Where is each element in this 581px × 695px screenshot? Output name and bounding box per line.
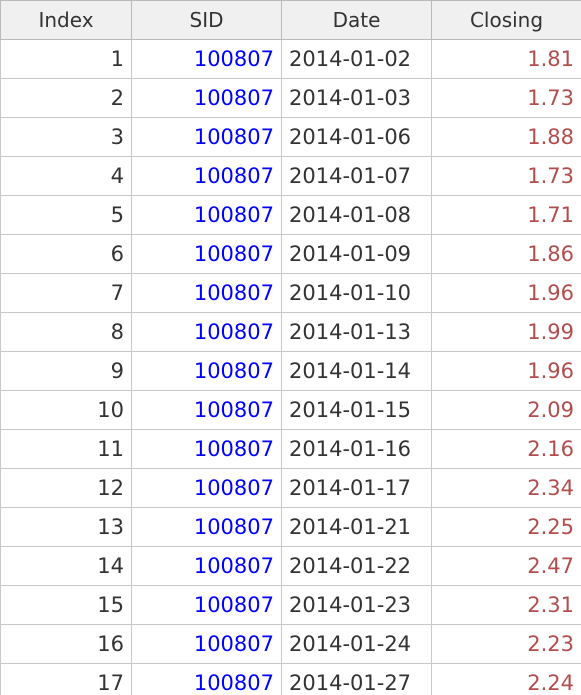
cell-index[interactable]: 13 [0, 507, 132, 547]
cell-index[interactable]: 2 [0, 78, 132, 118]
cell-index[interactable]: 8 [0, 312, 132, 352]
cell-sid[interactable]: 100807 [131, 312, 282, 352]
table-row[interactable]: 14 100807 2014-01-22 2.47 [0, 546, 581, 586]
cell-closing[interactable]: 1.99 [431, 312, 581, 352]
cell-index[interactable]: 1 [0, 39, 132, 79]
cell-sid[interactable]: 100807 [131, 663, 282, 695]
table-row[interactable]: 1 100807 2014-01-02 1.81 [0, 39, 581, 79]
cell-date[interactable]: 2014-01-13 [281, 312, 432, 352]
table-row[interactable]: 11 100807 2014-01-16 2.16 [0, 429, 581, 469]
cell-closing[interactable]: 1.71 [431, 195, 581, 235]
cell-closing[interactable]: 2.16 [431, 429, 581, 469]
cell-date[interactable]: 2014-01-23 [281, 585, 432, 625]
cell-sid[interactable]: 100807 [131, 234, 282, 274]
cell-sid[interactable]: 100807 [131, 351, 282, 391]
cell-closing[interactable]: 1.96 [431, 351, 581, 391]
cell-index[interactable]: 17 [0, 663, 132, 695]
table-row[interactable]: 15 100807 2014-01-23 2.31 [0, 585, 581, 625]
cell-sid[interactable]: 100807 [131, 78, 282, 118]
cell-sid[interactable]: 100807 [131, 468, 282, 508]
cell-index[interactable]: 7 [0, 273, 132, 313]
cell-sid[interactable]: 100807 [131, 546, 282, 586]
cell-sid[interactable]: 100807 [131, 39, 282, 79]
table-row[interactable]: 10 100807 2014-01-15 2.09 [0, 390, 581, 430]
table-row[interactable]: 13 100807 2014-01-21 2.25 [0, 507, 581, 547]
cell-index[interactable]: 10 [0, 390, 132, 430]
column-header-closing[interactable]: Closing [431, 0, 581, 40]
column-header-sid[interactable]: SID [131, 0, 282, 40]
cell-closing[interactable]: 2.25 [431, 507, 581, 547]
table-row[interactable]: 2 100807 2014-01-03 1.73 [0, 78, 581, 118]
cell-date[interactable]: 2014-01-21 [281, 507, 432, 547]
table-row[interactable]: 9 100807 2014-01-14 1.96 [0, 351, 581, 391]
cell-sid[interactable]: 100807 [131, 429, 282, 469]
cell-index[interactable]: 16 [0, 624, 132, 664]
header-row: Index SID Date Closing [0, 0, 581, 40]
cell-date[interactable]: 2014-01-24 [281, 624, 432, 664]
cell-index[interactable]: 11 [0, 429, 132, 469]
table-row[interactable]: 16 100807 2014-01-24 2.23 [0, 624, 581, 664]
cell-date[interactable]: 2014-01-16 [281, 429, 432, 469]
cell-date[interactable]: 2014-01-17 [281, 468, 432, 508]
cell-closing[interactable]: 1.73 [431, 156, 581, 196]
cell-date[interactable]: 2014-01-09 [281, 234, 432, 274]
cell-date[interactable]: 2014-01-03 [281, 78, 432, 118]
cell-date[interactable]: 2014-01-07 [281, 156, 432, 196]
cell-closing[interactable]: 2.31 [431, 585, 581, 625]
cell-date[interactable]: 2014-01-22 [281, 546, 432, 586]
cell-date[interactable]: 2014-01-08 [281, 195, 432, 235]
table-row[interactable]: 3 100807 2014-01-06 1.88 [0, 117, 581, 157]
cell-closing[interactable]: 1.96 [431, 273, 581, 313]
column-header-date[interactable]: Date [281, 0, 432, 40]
cell-sid[interactable]: 100807 [131, 390, 282, 430]
cell-index[interactable]: 5 [0, 195, 132, 235]
cell-closing[interactable]: 2.34 [431, 468, 581, 508]
cell-index[interactable]: 6 [0, 234, 132, 274]
cell-closing[interactable]: 1.88 [431, 117, 581, 157]
table-row[interactable]: 8 100807 2014-01-13 1.99 [0, 312, 581, 352]
cell-date[interactable]: 2014-01-14 [281, 351, 432, 391]
cell-closing[interactable]: 1.86 [431, 234, 581, 274]
table-row[interactable]: 5 100807 2014-01-08 1.71 [0, 195, 581, 235]
cell-date[interactable]: 2014-01-06 [281, 117, 432, 157]
table-body: 1 100807 2014-01-02 1.81 2 100807 2014-01-03 1.… [0, 39, 581, 695]
cell-date[interactable]: 2014-01-15 [281, 390, 432, 430]
cell-index[interactable]: 12 [0, 468, 132, 508]
cell-sid[interactable]: 100807 [131, 195, 282, 235]
cell-closing[interactable]: 1.81 [431, 39, 581, 79]
cell-sid[interactable]: 100807 [131, 624, 282, 664]
cell-sid[interactable]: 100807 [131, 507, 282, 547]
cell-index[interactable]: 15 [0, 585, 132, 625]
cell-date[interactable]: 2014-01-27 [281, 663, 432, 695]
cell-index[interactable]: 14 [0, 546, 132, 586]
cell-index[interactable]: 9 [0, 351, 132, 391]
column-header-index[interactable]: Index [0, 0, 132, 40]
cell-index[interactable]: 3 [0, 117, 132, 157]
table-row[interactable]: 7 100807 2014-01-10 1.96 [0, 273, 581, 313]
table-row[interactable]: 12 100807 2014-01-17 2.34 [0, 468, 581, 508]
cell-closing[interactable]: 2.47 [431, 546, 581, 586]
cell-closing[interactable]: 1.73 [431, 78, 581, 118]
cell-closing[interactable]: 2.09 [431, 390, 581, 430]
cell-date[interactable]: 2014-01-02 [281, 39, 432, 79]
table-row[interactable]: 4 100807 2014-01-07 1.73 [0, 156, 581, 196]
table-row-partial[interactable]: 17 100807 2014-01-27 2.24 [0, 663, 581, 695]
cell-sid[interactable]: 100807 [131, 117, 282, 157]
cell-closing[interactable]: 2.23 [431, 624, 581, 664]
cell-closing[interactable]: 2.24 [431, 663, 581, 695]
cell-date[interactable]: 2014-01-10 [281, 273, 432, 313]
cell-sid[interactable]: 100807 [131, 156, 282, 196]
cell-sid[interactable]: 100807 [131, 273, 282, 313]
table-row[interactable]: 6 100807 2014-01-09 1.86 [0, 234, 581, 274]
cell-index[interactable]: 4 [0, 156, 132, 196]
cell-sid[interactable]: 100807 [131, 585, 282, 625]
